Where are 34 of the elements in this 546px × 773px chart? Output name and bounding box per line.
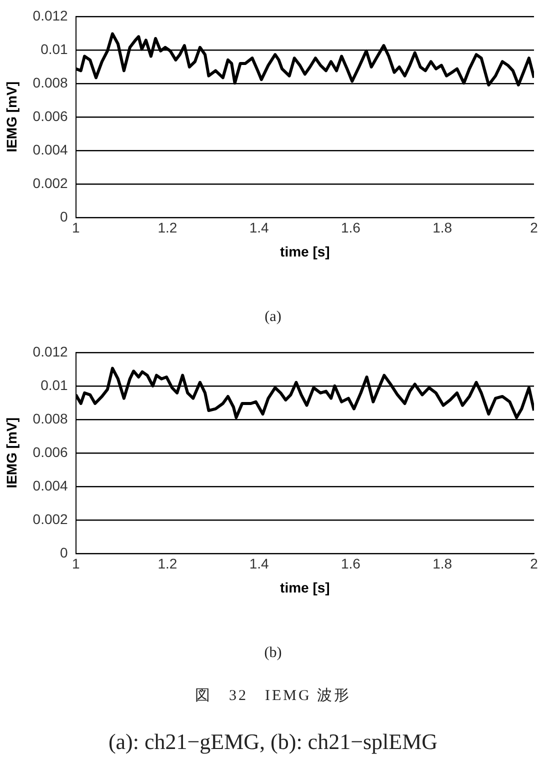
y-axis-title: IEMG [mV] (3, 418, 20, 488)
x-axis-title: time [s] (280, 579, 330, 596)
y-tick-label: 0.002 (32, 510, 68, 527)
x-tick-label: 1 (72, 220, 80, 236)
caption: 図 32 IEMG 波形 (194, 686, 352, 705)
y-axis-title: IEMG [mV] (3, 82, 20, 152)
x-tick-label: 1.6 (341, 556, 361, 572)
x-tick-label: 1.2 (158, 556, 178, 572)
x-tick-label: 1.4 (249, 220, 270, 236)
x-tick-label: 1.8 (432, 220, 452, 236)
y-tick-label: 0.012 (32, 343, 68, 360)
y-tick-label: 0.004 (32, 477, 68, 494)
y-tick-label: 0.012 (32, 7, 68, 24)
y-tick-label: 0.008 (32, 410, 68, 426)
y-tick-label: 0.008 (32, 74, 68, 90)
text: (a): ch21−gEMG, (b): ch21−splEMG (107, 729, 439, 755)
y-tick-label: 0.01 (40, 376, 68, 393)
x-tick-label: 1.4 (249, 556, 270, 572)
y-tick-label: 0 (60, 544, 68, 560)
x-tick-label: 2 (530, 556, 538, 572)
text: (b) (263, 645, 283, 662)
x-tick-label: 2 (530, 220, 538, 236)
y-tick-label: 0.006 (32, 108, 68, 124)
y-tick-label: 0 (60, 208, 68, 224)
x-tick-label: 1.6 (341, 220, 361, 236)
y-tick-label: 0.004 (32, 141, 68, 158)
x-tick-label: 1 (72, 556, 80, 572)
y-tick-label: 0.002 (32, 174, 68, 191)
x-axis-title: time [s] (280, 243, 330, 260)
x-tick-label: 1.8 (432, 556, 452, 572)
y-tick-label: 0.01 (40, 40, 68, 57)
x-tick-label: 1.2 (158, 220, 178, 236)
y-tick-label: 0.006 (32, 444, 68, 460)
text: (a) (264, 309, 282, 326)
